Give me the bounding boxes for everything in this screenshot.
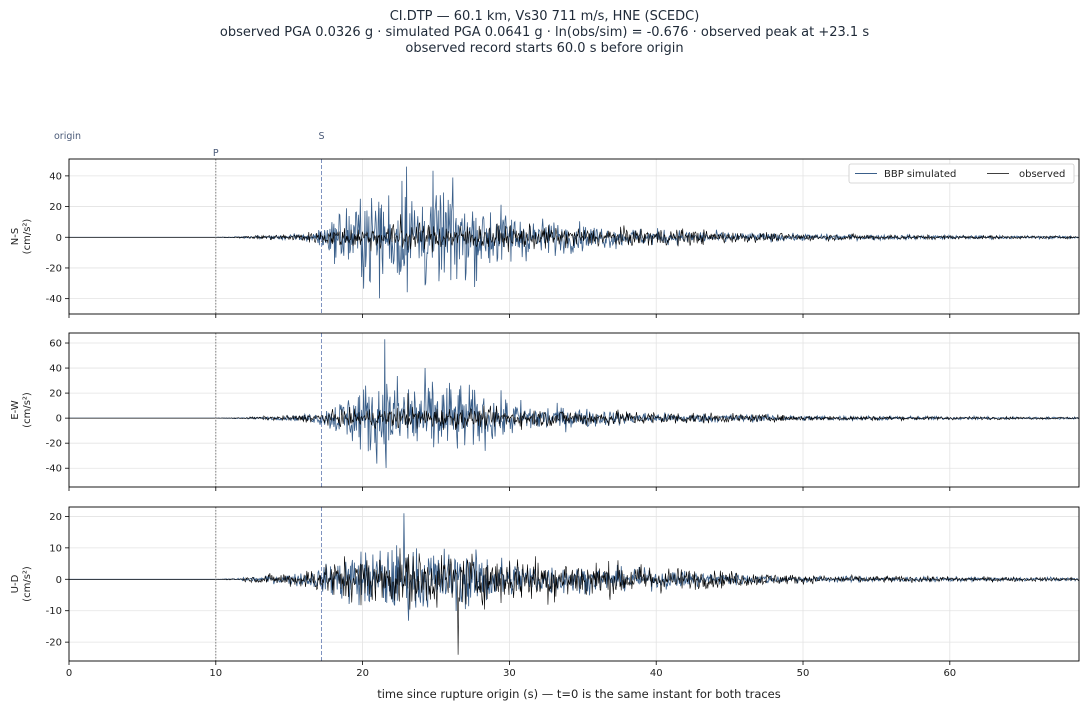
chart-title-line-3: observed record starts 60.0 s before ori… [405,41,684,56]
x-axis-label: time since rupture origin (s) — t=0 is t… [377,687,781,701]
y-tick-label: 0 [56,575,62,586]
x-tick-label: 10 [209,668,222,679]
x-tick-label: 0 [66,668,72,679]
trace-simulated-panel-3 [69,513,1079,621]
y-tick-label: 20 [49,202,62,213]
y-axis-label: U-D(cm/s²) [10,566,33,602]
legend-label-observed: observed [1019,169,1065,180]
y-tick-label: -40 [46,464,62,475]
trace-simulated-panel-2 [69,339,1079,468]
y-tick-label: 10 [49,543,62,554]
x-tick-label: 40 [650,668,663,679]
legend-box [848,163,1075,184]
y-tick-label: 40 [49,171,62,182]
x-tick-label: 20 [356,668,369,679]
origin-marker-label: origin [54,131,81,142]
p-marker-label: P [213,148,219,159]
panel-frame [68,332,1080,488]
chart-title-line-2: observed PGA 0.0326 g · simulated PGA 0.… [219,25,870,40]
panel-frame [68,506,1080,662]
panel-3: -20 -10 0 10 20 0 10 20 30 40 50 60 U-D(cm/s²) [10,506,1080,679]
y-tick-label: 20 [49,512,62,523]
y-tick-label: -20 [46,439,62,450]
y-tick-label: -10 [46,606,62,617]
y-tick-label: 20 [49,389,62,400]
y-tick-label: 40 [49,364,62,375]
y-tick-label: -40 [46,294,62,305]
y-tick-label: 0 [56,414,62,425]
s-marker-label: S [318,131,324,142]
y-tick-label: 60 [49,339,62,350]
trace-observed-panel-1 [69,214,1079,253]
x-tick-label: 30 [503,668,516,679]
y-tick-label: -20 [46,263,62,274]
trace-simulated-panel-1 [69,166,1079,299]
chart-title-line-1: CI.DTP — 60.1 km, Vs30 711 m/s, HNE (SCE… [389,9,700,24]
y-axis-label: N-S(cm/s²) [10,219,33,255]
trace-observed-panel-2 [69,393,1079,431]
legend-label-simulated: BBP simulated [884,169,956,180]
legend: BBP simulated observed [848,163,1075,184]
x-tick-label: 60 [943,668,956,679]
panel-1: -40 -20 0 20 40 N-S(cm/s²) [10,158,1080,318]
y-tick-label: -20 [46,638,62,649]
x-tick-label: 50 [797,668,810,679]
y-axis-label: E-W(cm/s²) [10,392,33,428]
y-tick-label: 0 [56,233,62,244]
panel-frame [68,158,1080,315]
trace-observed-panel-3 [69,548,1079,655]
panel-2: -40 -20 0 20 40 60 E-W(cm/s²) [10,332,1080,491]
